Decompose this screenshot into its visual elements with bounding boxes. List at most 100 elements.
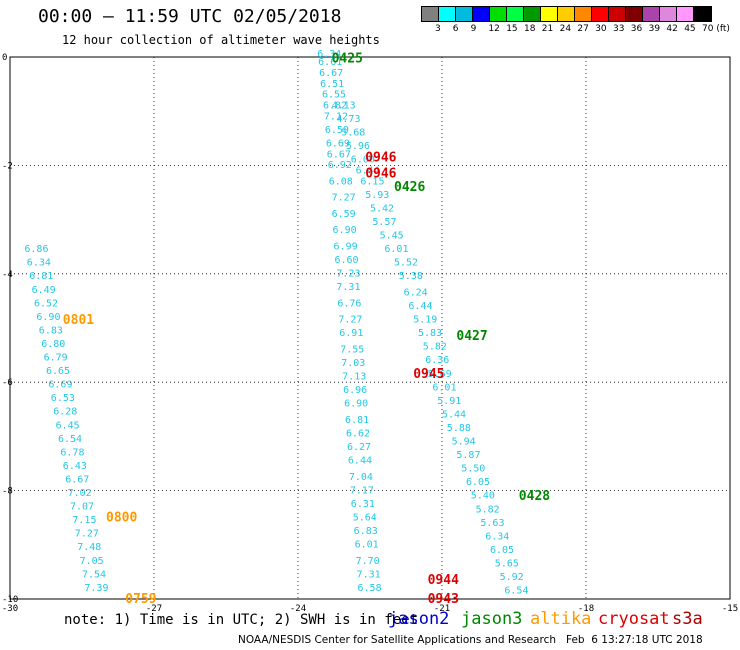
wave-height-value: 7.31	[336, 282, 360, 293]
color-swatch	[609, 7, 626, 21]
wave-height-value: 6.01	[384, 244, 408, 255]
wave-height-value: 5.69	[428, 369, 452, 380]
y-tick-label: -8	[2, 487, 13, 497]
color-scale-label: 27	[577, 24, 589, 34]
wave-height-value: 7.17	[350, 485, 374, 496]
wave-height-value: 5.82	[423, 342, 447, 353]
color-scale-bar	[421, 6, 712, 22]
wave-height-value: 6.28	[53, 407, 77, 418]
color-swatch	[643, 7, 660, 21]
wave-height-value: 6.83	[39, 325, 63, 336]
legend-item-altika: altika	[530, 609, 592, 629]
y-tick-label: -6	[2, 378, 13, 388]
legend-item-cryosat: cryosat	[598, 609, 670, 629]
color-swatch	[626, 7, 643, 21]
wave-height-value: 5.91	[437, 396, 461, 407]
wave-height-value: 6.43	[63, 461, 87, 472]
footer-note: note: 1) Time is in UTC; 2) SWH is in fe…	[64, 612, 419, 628]
y-tick-label: -10	[2, 595, 18, 605]
color-scale-label: 30	[595, 24, 607, 34]
pass-time-label: 0427	[456, 329, 487, 344]
wave-height-value: 5.83	[418, 328, 442, 339]
wave-height-value: 6.54	[504, 586, 528, 597]
wave-height-value: 6.83	[354, 526, 378, 537]
wave-height-value: 5.45	[380, 231, 404, 242]
wave-height-value: 5.63	[480, 518, 504, 529]
wave-height-value: 6.76	[337, 298, 361, 309]
wave-height-value: 7.15	[72, 515, 96, 526]
wave-height-value: 6.61	[318, 57, 342, 68]
wave-height-value: 7.12	[324, 111, 348, 122]
wave-height-value: 5.92	[500, 572, 524, 583]
wave-height-value: 7.04	[349, 472, 373, 483]
color-scale-labels: 3 6 9 12 15 18 21 24 27 30 33 36 39 42 45 70 (ft)	[421, 24, 740, 36]
x-tick-label: -27	[146, 604, 162, 614]
color-swatch	[490, 7, 507, 21]
wave-height-value: 6.34	[27, 258, 51, 269]
pass-time-label: 0801	[63, 313, 94, 328]
wave-height-value: 5.65	[495, 558, 519, 569]
pass-time-label: 0426	[394, 180, 425, 195]
wave-height-value: 7.55	[340, 344, 364, 355]
y-tick-label: -2	[2, 161, 13, 171]
wave-height-value: 5.44	[442, 409, 466, 420]
pass-time-label: 0425	[332, 52, 363, 67]
color-scale-label: 24	[559, 24, 572, 34]
color-swatch	[439, 7, 456, 21]
wave-height-value: 7.48	[77, 542, 101, 553]
wave-height-value: 6.90	[344, 399, 368, 410]
wave-height-value: 6.69	[326, 138, 350, 149]
wave-height-value: 7.31	[357, 569, 381, 580]
color-swatch	[694, 7, 711, 21]
color-swatch	[677, 7, 694, 21]
wave-height-value: 6.53	[51, 393, 75, 404]
x-tick-label: -24	[290, 604, 306, 614]
wave-height-value: 6.81	[345, 415, 369, 426]
wave-height-value: 6.52	[34, 298, 58, 309]
wave-height-value: 6.81	[29, 271, 53, 282]
color-swatch	[456, 7, 473, 21]
wave-height-value: 5.94	[452, 437, 476, 448]
wave-height-value: 5.50	[461, 464, 485, 475]
wave-height-value: 5.42	[370, 203, 394, 214]
footer-credit: NOAA/NESDIS Center for Satellite Applica…	[238, 634, 703, 646]
wave-height-value: 6.91	[339, 328, 363, 339]
wave-height-value: 5.96	[346, 141, 370, 152]
wave-height-value: 6.86	[24, 244, 48, 255]
color-scale-label: 3	[435, 24, 441, 34]
wave-height-value: 6.05	[490, 545, 514, 556]
wave-height-value: 5.38	[399, 271, 423, 282]
page-title: 00:00 — 11:59 UTC 02/05/2018	[38, 6, 342, 27]
wave-height-value: 6.90	[333, 225, 357, 236]
color-swatch	[473, 7, 490, 21]
color-scale-label: 39	[648, 24, 661, 34]
wave-height-value: 7.27	[332, 193, 356, 204]
page-subtitle: 12 hour collection of altimeter wave hei…	[62, 33, 380, 47]
color-scale-label: 36	[630, 24, 643, 34]
wave-height-value: 7.03	[341, 358, 365, 369]
wave-height-value: 6.31	[351, 499, 375, 510]
wave-height-value: 7.39	[84, 583, 108, 594]
color-scale-label: 45	[684, 24, 696, 34]
wave-height-value: 6.79	[44, 353, 68, 364]
wave-height-value: 7.54	[82, 569, 106, 580]
wave-height-value: 7.13	[342, 371, 366, 382]
wave-height-value: 6.01	[432, 382, 456, 393]
x-tick-label: -15	[722, 604, 738, 614]
wave-height-value: 5.19	[413, 315, 437, 326]
pass-time-label: 0943	[428, 592, 459, 607]
pass-time-label: 0428	[519, 489, 550, 504]
wave-height-value: 5.82	[476, 504, 500, 515]
legend-item-s3a: s3a	[672, 609, 703, 629]
wave-height-value: 6.58	[358, 583, 382, 594]
wave-height-value: 6.80	[41, 339, 65, 350]
pass-time-label: 0944	[428, 573, 459, 588]
wave-height-value: 7.07	[70, 502, 94, 513]
wave-height-value: 5.93	[365, 190, 389, 201]
color-scale-label: 70 (ft)	[702, 24, 730, 34]
wave-height-value: 6.82	[323, 100, 347, 111]
wave-height-value: 6.24	[404, 287, 428, 298]
wave-height-value: 7.23	[336, 269, 360, 280]
x-tick-label: -30	[2, 604, 18, 614]
